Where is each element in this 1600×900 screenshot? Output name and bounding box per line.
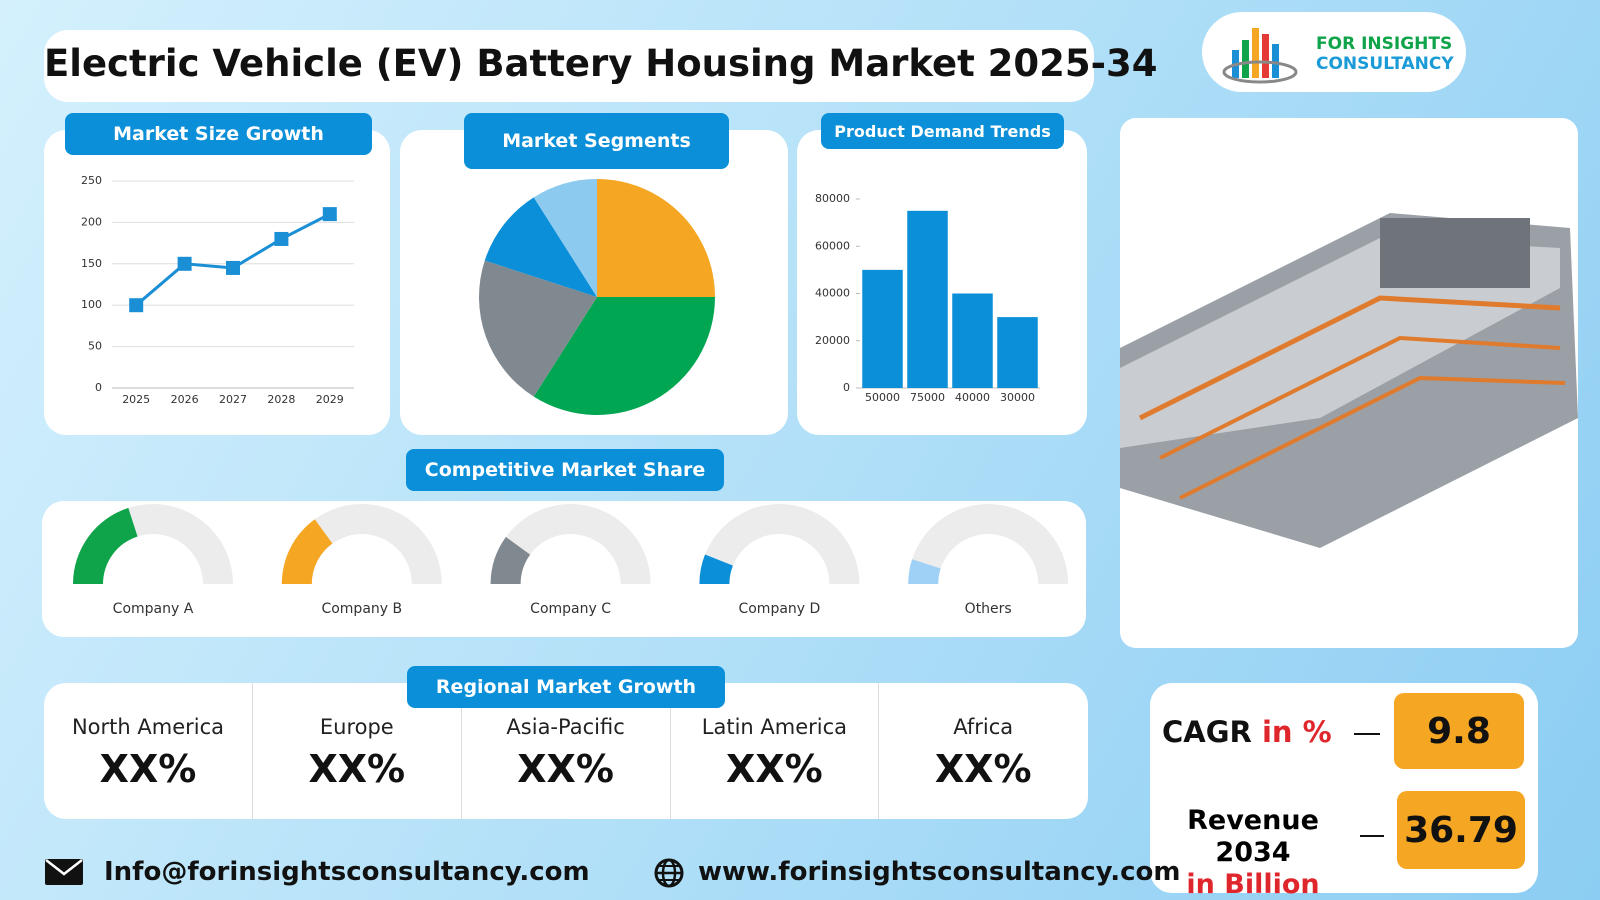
region-value: XX% bbox=[726, 747, 823, 791]
marker bbox=[129, 298, 144, 313]
logo-line2: CONSULTANCY bbox=[1316, 54, 1454, 74]
gauge-value bbox=[490, 536, 531, 584]
globe-icon bbox=[654, 858, 684, 888]
pie-slice bbox=[533, 297, 715, 415]
mail-icon bbox=[45, 859, 83, 885]
revenue-unit: in Billion bbox=[1186, 869, 1320, 900]
pie-title: Market Segments bbox=[464, 113, 729, 169]
gauge-track bbox=[490, 504, 651, 584]
y-tick-label: 80000 bbox=[815, 192, 850, 205]
revenue-value: 36.79 bbox=[1397, 791, 1525, 869]
x-tick-label: 75000 bbox=[910, 391, 945, 404]
y-tick-label: 40000 bbox=[815, 287, 850, 300]
bar bbox=[907, 210, 948, 388]
gauge-title: Competitive Market Share bbox=[406, 449, 724, 491]
region: North America XX% bbox=[44, 683, 253, 819]
x-tick-label: 2028 bbox=[267, 393, 295, 406]
gauge-label: Company B bbox=[321, 601, 402, 617]
photo-panel bbox=[1120, 118, 1578, 648]
region-value: XX% bbox=[99, 747, 197, 791]
y-tick-label: 0 bbox=[95, 381, 102, 394]
marker bbox=[177, 256, 192, 271]
logo-line1: FOR INSIGHTS bbox=[1316, 34, 1453, 54]
region: Africa XX% bbox=[879, 683, 1087, 819]
logo-icon bbox=[1222, 28, 1298, 84]
region: Latin America XX% bbox=[670, 683, 880, 819]
marker bbox=[274, 231, 289, 246]
dash bbox=[1360, 835, 1384, 837]
pie-slice bbox=[597, 179, 715, 297]
gauge-value bbox=[281, 519, 333, 584]
gauge-value bbox=[908, 559, 941, 584]
title-box: Electric Vehicle (EV) Battery Housing Ma… bbox=[44, 30, 1158, 102]
x-tick-label: 50000 bbox=[865, 391, 900, 404]
revenue-text: Revenue 2034 bbox=[1187, 805, 1319, 868]
gauge-label: Company D bbox=[738, 601, 820, 617]
gauge-label: Company C bbox=[530, 601, 611, 617]
x-tick-label: 40000 bbox=[955, 391, 990, 404]
y-tick-label: 0 bbox=[843, 381, 850, 394]
gauge-track bbox=[908, 503, 1069, 584]
pie-slice bbox=[484, 197, 597, 297]
page-title: Electric Vehicle (EV) Battery Housing Ma… bbox=[44, 42, 1158, 85]
bar bbox=[997, 317, 1038, 388]
cagr-text: CAGR bbox=[1162, 715, 1252, 749]
x-tick-label: 2027 bbox=[219, 393, 247, 406]
pie-slice bbox=[479, 260, 597, 397]
region: Europe XX% bbox=[253, 683, 462, 819]
cagr-label: CAGR in % bbox=[1162, 715, 1332, 749]
x-tick-label: 2026 bbox=[171, 393, 199, 406]
cagr-unit: in % bbox=[1261, 715, 1332, 749]
regional-title: Regional Market Growth bbox=[407, 666, 725, 708]
gauge-track bbox=[699, 503, 860, 584]
region-name: Africa bbox=[953, 715, 1014, 739]
y-tick-label: 100 bbox=[81, 298, 102, 311]
region-value: XX% bbox=[308, 747, 406, 791]
x-tick-label: 2025 bbox=[122, 393, 150, 406]
gauge-label: Company A bbox=[113, 601, 194, 617]
logo-text: FOR INSIGHTS CONSULTANCY bbox=[1316, 34, 1454, 74]
y-tick-label: 20000 bbox=[815, 334, 850, 347]
bar bbox=[952, 293, 993, 388]
revenue-label: Revenue 2034 in Billion bbox=[1158, 805, 1348, 900]
y-tick-label: 60000 bbox=[815, 239, 850, 252]
dash bbox=[1354, 733, 1380, 735]
y-tick-label: 150 bbox=[81, 257, 102, 270]
line-title: Market Size Growth bbox=[65, 113, 372, 155]
x-tick-label: 30000 bbox=[1000, 391, 1035, 404]
battery-photo bbox=[1120, 213, 1578, 548]
region-value: XX% bbox=[517, 747, 614, 791]
gauge-value bbox=[73, 507, 138, 584]
region-name: Asia-Pacific bbox=[506, 715, 625, 739]
logo: FOR INSIGHTS CONSULTANCY bbox=[1202, 12, 1466, 92]
cagr-value: 9.8 bbox=[1394, 693, 1524, 769]
bar bbox=[862, 269, 903, 388]
region-name: Europe bbox=[319, 715, 394, 739]
email: Info@forinsightsconsultancy.com bbox=[104, 857, 590, 887]
bar-title: Product Demand Trends bbox=[821, 113, 1064, 149]
region-name: Latin America bbox=[701, 715, 848, 739]
region: Asia-Pacific XX% bbox=[462, 683, 671, 819]
kpi-panel: CAGR in % 9.8 Revenue 2034 in Billion 36.… bbox=[1150, 683, 1538, 900]
y-tick-label: 50 bbox=[88, 340, 102, 353]
marker bbox=[226, 260, 240, 275]
line bbox=[135, 212, 331, 307]
region-value: XX% bbox=[934, 747, 1032, 791]
gauge-label: Others bbox=[965, 601, 1012, 617]
region-name: North America bbox=[71, 715, 225, 739]
y-tick-label: 250 bbox=[81, 174, 102, 187]
marker bbox=[322, 207, 337, 222]
gauge-track bbox=[281, 503, 442, 584]
website: www.forinsightsconsultancy.com bbox=[698, 857, 1181, 887]
pie-slice bbox=[533, 179, 597, 297]
x-tick-label: 2029 bbox=[316, 393, 344, 406]
gauge-value bbox=[699, 554, 733, 584]
y-tick-label: 200 bbox=[81, 215, 102, 228]
